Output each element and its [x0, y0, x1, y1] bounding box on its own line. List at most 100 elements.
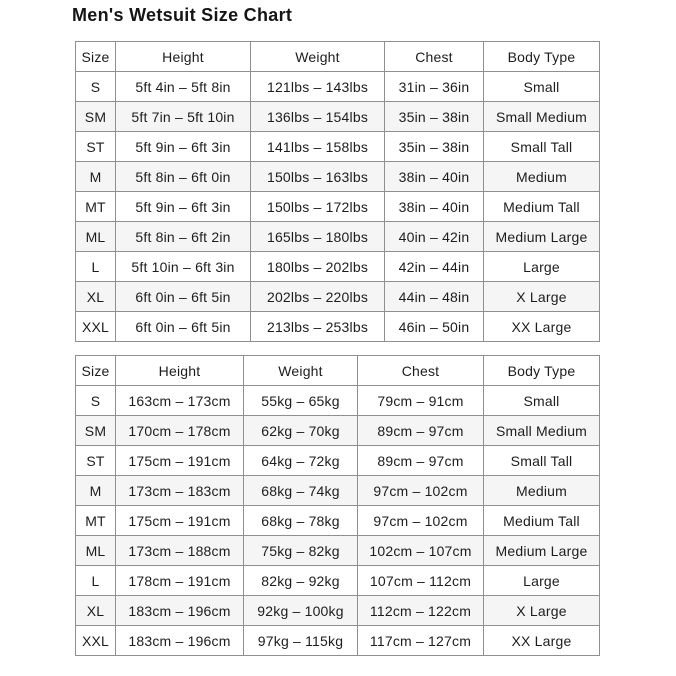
table-cell: 102cm – 107cm	[357, 535, 484, 566]
table-cell: Small	[483, 71, 600, 102]
table-row: XXL 183cm – 196cm 97kg – 115kg 117cm – 127c…	[75, 625, 600, 656]
table-row: S 163cm – 173cm 55kg – 65kg 79cm – 91cm Smal…	[75, 385, 600, 416]
table-cell: 46in – 50in	[384, 311, 484, 342]
table-cell: 202lbs – 220lbs	[250, 281, 385, 312]
column-header: Size	[75, 355, 116, 386]
table-cell: 89cm – 97cm	[357, 445, 484, 476]
table-row: XXL 6ft 0in – 6ft 5in 213lbs – 253lbs 46in …	[75, 311, 600, 342]
table-cell: 107cm – 112cm	[357, 565, 484, 596]
table-cell: 35in – 38in	[384, 131, 484, 162]
table-cell: Medium Large	[483, 221, 600, 252]
column-header: Chest	[384, 41, 484, 72]
table-cell: 31in – 36in	[384, 71, 484, 102]
size-cell: SM	[75, 101, 116, 132]
table-row: ST 5ft 9in – 6ft 3in 141lbs – 158lbs 35in –…	[75, 131, 600, 162]
table-cell: 44in – 48in	[384, 281, 484, 312]
size-cell: MT	[75, 505, 116, 536]
page-title: Men's Wetsuit Size Chart	[72, 5, 293, 25]
table-cell: 165lbs – 180lbs	[250, 221, 385, 252]
metric-size-table: Size Height Weight Chest Body Type S 163cm – 1…	[75, 355, 600, 656]
imperial-size-table: Size Height Weight Chest Body Type S 5ft 4in –…	[75, 41, 600, 342]
table-cell: 40in – 42in	[384, 221, 484, 252]
size-cell: ST	[75, 445, 116, 476]
table-cell: 121lbs – 143lbs	[250, 71, 385, 102]
table-cell: 42in – 44in	[384, 251, 484, 282]
table-cell: 64kg – 72kg	[243, 445, 358, 476]
column-header: Height	[115, 41, 251, 72]
size-cell: XXL	[75, 311, 116, 342]
table-cell: 6ft 0in – 6ft 5in	[115, 281, 251, 312]
table-cell: 141lbs – 158lbs	[250, 131, 385, 162]
table-cell: Large	[483, 565, 600, 596]
column-header: Body Type	[483, 355, 600, 386]
table-cell: 5ft 10in – 6ft 3in	[115, 251, 251, 282]
table-row: M 173cm – 183cm 68kg – 74kg 97cm – 102cm Med…	[75, 475, 600, 506]
table-cell: 173cm – 183cm	[115, 475, 244, 506]
table-cell: 35in – 38in	[384, 101, 484, 132]
size-cell: ML	[75, 221, 116, 252]
column-header: Body Type	[483, 41, 600, 72]
table-cell: 5ft 9in – 6ft 3in	[115, 191, 251, 222]
table-row: SM 170cm – 178cm 62kg – 70kg 89cm – 97cm Sma…	[75, 415, 600, 446]
column-header: Weight	[243, 355, 358, 386]
table-cell: 92kg – 100kg	[243, 595, 358, 626]
table-row: M 5ft 8in – 6ft 0in 150lbs – 163lbs 38in – …	[75, 161, 600, 192]
table-cell: 170cm – 178cm	[115, 415, 244, 446]
table-cell: 183cm – 196cm	[115, 625, 244, 656]
table-cell: X Large	[483, 281, 600, 312]
table-cell: 89cm – 97cm	[357, 415, 484, 446]
table-row: MT 175cm – 191cm 68kg – 78kg 97cm – 102cm Me…	[75, 505, 600, 536]
table-cell: 38in – 40in	[384, 191, 484, 222]
size-cell: S	[75, 385, 116, 416]
table-cell: 173cm – 188cm	[115, 535, 244, 566]
table-cell: Medium	[483, 161, 600, 192]
table-cell: 150lbs – 172lbs	[250, 191, 385, 222]
table-row: ML 173cm – 188cm 75kg – 82kg 102cm – 107cm M…	[75, 535, 600, 566]
table-row: MT 5ft 9in – 6ft 3in 150lbs – 172lbs 38in –…	[75, 191, 600, 222]
size-cell: M	[75, 475, 116, 506]
table-cell: 112cm – 122cm	[357, 595, 484, 626]
table-cell: 38in – 40in	[384, 161, 484, 192]
column-header: Chest	[357, 355, 484, 386]
table-cell: 5ft 8in – 6ft 2in	[115, 221, 251, 252]
size-cell: ST	[75, 131, 116, 162]
table-cell: 6ft 0in – 6ft 5in	[115, 311, 251, 342]
table-row: ST 175cm – 191cm 64kg – 72kg 89cm – 97cm Sma…	[75, 445, 600, 476]
size-cell: L	[75, 565, 116, 596]
table-row: XL 6ft 0in – 6ft 5in 202lbs – 220lbs 44in –…	[75, 281, 600, 312]
table-cell: 97cm – 102cm	[357, 475, 484, 506]
column-header: Size	[75, 41, 116, 72]
table-cell: XX Large	[483, 625, 600, 656]
size-cell: S	[75, 71, 116, 102]
table-cell: 55kg – 65kg	[243, 385, 358, 416]
table-cell: 213lbs – 253lbs	[250, 311, 385, 342]
table-cell: Large	[483, 251, 600, 282]
table-cell: 136lbs – 154lbs	[250, 101, 385, 132]
table-row: XL 183cm – 196cm 92kg – 100kg 112cm – 122cm…	[75, 595, 600, 626]
table-cell: Small Tall	[483, 131, 600, 162]
header-row: Size Height Weight Chest Body Type	[75, 41, 600, 72]
table-row: L 178cm – 191cm 82kg – 92kg 107cm – 112cm La…	[75, 565, 600, 596]
table-cell: 163cm – 173cm	[115, 385, 244, 416]
size-cell: SM	[75, 415, 116, 446]
size-cell: XXL	[75, 625, 116, 656]
size-cell: XL	[75, 595, 116, 626]
table-cell: 5ft 9in – 6ft 3in	[115, 131, 251, 162]
table-cell: 175cm – 191cm	[115, 505, 244, 536]
table-row: ML 5ft 8in – 6ft 2in 165lbs – 180lbs 40in –…	[75, 221, 600, 252]
table-cell: 62kg – 70kg	[243, 415, 358, 446]
table-cell: Small	[483, 385, 600, 416]
table-row: S 5ft 4in – 5ft 8in 121lbs – 143lbs 31in – …	[75, 71, 600, 102]
size-cell: M	[75, 161, 116, 192]
header-row: Size Height Weight Chest Body Type	[75, 355, 600, 386]
table-cell: 97kg – 115kg	[243, 625, 358, 656]
table-cell: 117cm – 127cm	[357, 625, 484, 656]
table-cell: 75kg – 82kg	[243, 535, 358, 566]
table-cell: 175cm – 191cm	[115, 445, 244, 476]
table-cell: 68kg – 74kg	[243, 475, 358, 506]
table-cell: Small Tall	[483, 445, 600, 476]
column-header: Weight	[250, 41, 385, 72]
size-cell: XL	[75, 281, 116, 312]
column-header: Height	[115, 355, 244, 386]
